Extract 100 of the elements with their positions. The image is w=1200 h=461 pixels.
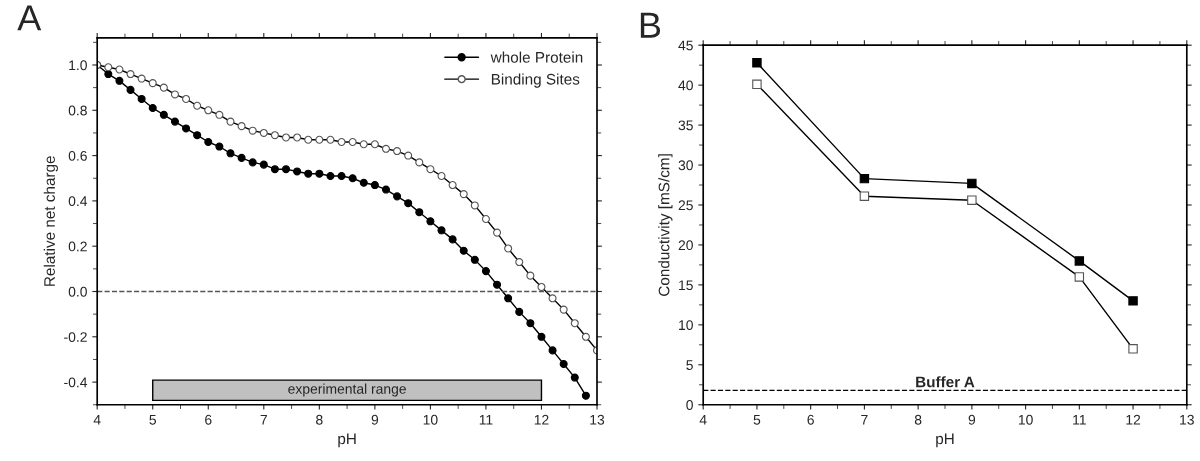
point <box>270 165 279 174</box>
point <box>415 208 424 217</box>
point <box>459 246 468 255</box>
legend-label: whole Protein <box>490 51 583 63</box>
point <box>859 173 870 184</box>
x-tick-label: 8 <box>914 414 922 425</box>
point <box>415 158 424 167</box>
point <box>204 106 213 115</box>
x-tick-label: 13 <box>590 414 605 425</box>
point <box>259 128 268 137</box>
y-tick-label: 35 <box>678 120 693 131</box>
legend-label: Binding Sites <box>491 73 580 88</box>
x-tick-label: 13 <box>1180 414 1194 425</box>
point <box>281 165 291 174</box>
point <box>281 133 291 142</box>
point <box>470 255 479 264</box>
y-tick-label: 5 <box>686 360 693 370</box>
point <box>159 83 168 92</box>
point <box>215 110 224 119</box>
point <box>1128 296 1138 306</box>
y-tick-label: -0.2 <box>64 332 87 342</box>
x-tick-label: 5 <box>149 414 157 425</box>
point <box>315 169 324 178</box>
point <box>393 147 402 156</box>
point <box>493 228 502 237</box>
x-tick-label: 9 <box>968 414 976 425</box>
y-tick-label: 10 <box>679 320 693 331</box>
point <box>537 282 546 291</box>
x-tick-label: 7 <box>861 414 868 425</box>
x-tick-label: 4 <box>93 414 101 425</box>
point <box>137 94 146 103</box>
point <box>315 135 324 144</box>
point <box>193 101 202 110</box>
y-tick-label: 15 <box>679 280 693 291</box>
point <box>381 144 391 153</box>
x-tick-label: 7 <box>260 414 267 425</box>
y-tick-label: 45 <box>678 40 693 51</box>
point <box>126 85 135 94</box>
point <box>126 70 135 79</box>
y-tick-label: 0 <box>686 400 693 410</box>
point <box>104 63 113 72</box>
point <box>170 90 179 99</box>
point <box>115 76 124 85</box>
point <box>215 142 224 151</box>
point <box>182 94 191 103</box>
point <box>515 307 524 316</box>
point <box>548 346 557 355</box>
x-tick-label: 11 <box>479 414 493 425</box>
point <box>559 359 568 369</box>
point <box>348 174 357 183</box>
point <box>248 158 257 167</box>
point <box>504 244 513 253</box>
point <box>337 171 346 181</box>
y-tick-label: 0.8 <box>68 105 87 116</box>
y-tick-label: 0.4 <box>68 196 88 207</box>
point <box>115 65 124 74</box>
point <box>293 167 302 176</box>
point <box>259 160 268 169</box>
point <box>248 126 257 135</box>
x-tick-label: 10 <box>1018 414 1033 425</box>
point <box>359 178 368 187</box>
band-label: experimental range <box>288 383 406 397</box>
y-tick-label: 0.0 <box>68 286 87 297</box>
point <box>381 185 391 194</box>
point <box>1074 256 1085 266</box>
point <box>559 305 568 314</box>
point <box>370 140 379 149</box>
y-tick-label: 1.0 <box>69 60 87 71</box>
point <box>570 319 579 328</box>
y-tick-label: 30 <box>678 160 693 171</box>
point <box>137 74 146 83</box>
ref-line-label: Buffer A <box>916 376 975 388</box>
point <box>515 258 524 267</box>
point <box>426 217 435 226</box>
point <box>148 103 157 113</box>
point <box>170 117 179 126</box>
x-tick-label: 12 <box>1126 414 1141 425</box>
point <box>481 214 490 224</box>
point <box>226 149 235 158</box>
point <box>1074 272 1085 282</box>
y-axis-title: Conductivity [mS/cm] <box>658 154 673 296</box>
point <box>204 137 213 147</box>
y-tick-label: 40 <box>678 80 693 91</box>
point <box>393 192 402 201</box>
chart-title: A <box>17 5 42 31</box>
point <box>459 190 468 199</box>
x-tick-label: 6 <box>807 414 814 425</box>
point <box>481 267 490 276</box>
point <box>370 181 379 190</box>
point <box>270 131 279 140</box>
point <box>304 169 313 178</box>
x-tick-label: 6 <box>205 414 212 425</box>
point <box>493 280 502 289</box>
point <box>437 171 446 181</box>
point <box>526 271 535 280</box>
y-tick-label: 25 <box>678 200 693 211</box>
point <box>448 235 457 244</box>
x-axis-title: pH <box>936 433 954 448</box>
point <box>752 79 762 90</box>
y-axis-title: Relative net charge <box>43 156 58 286</box>
